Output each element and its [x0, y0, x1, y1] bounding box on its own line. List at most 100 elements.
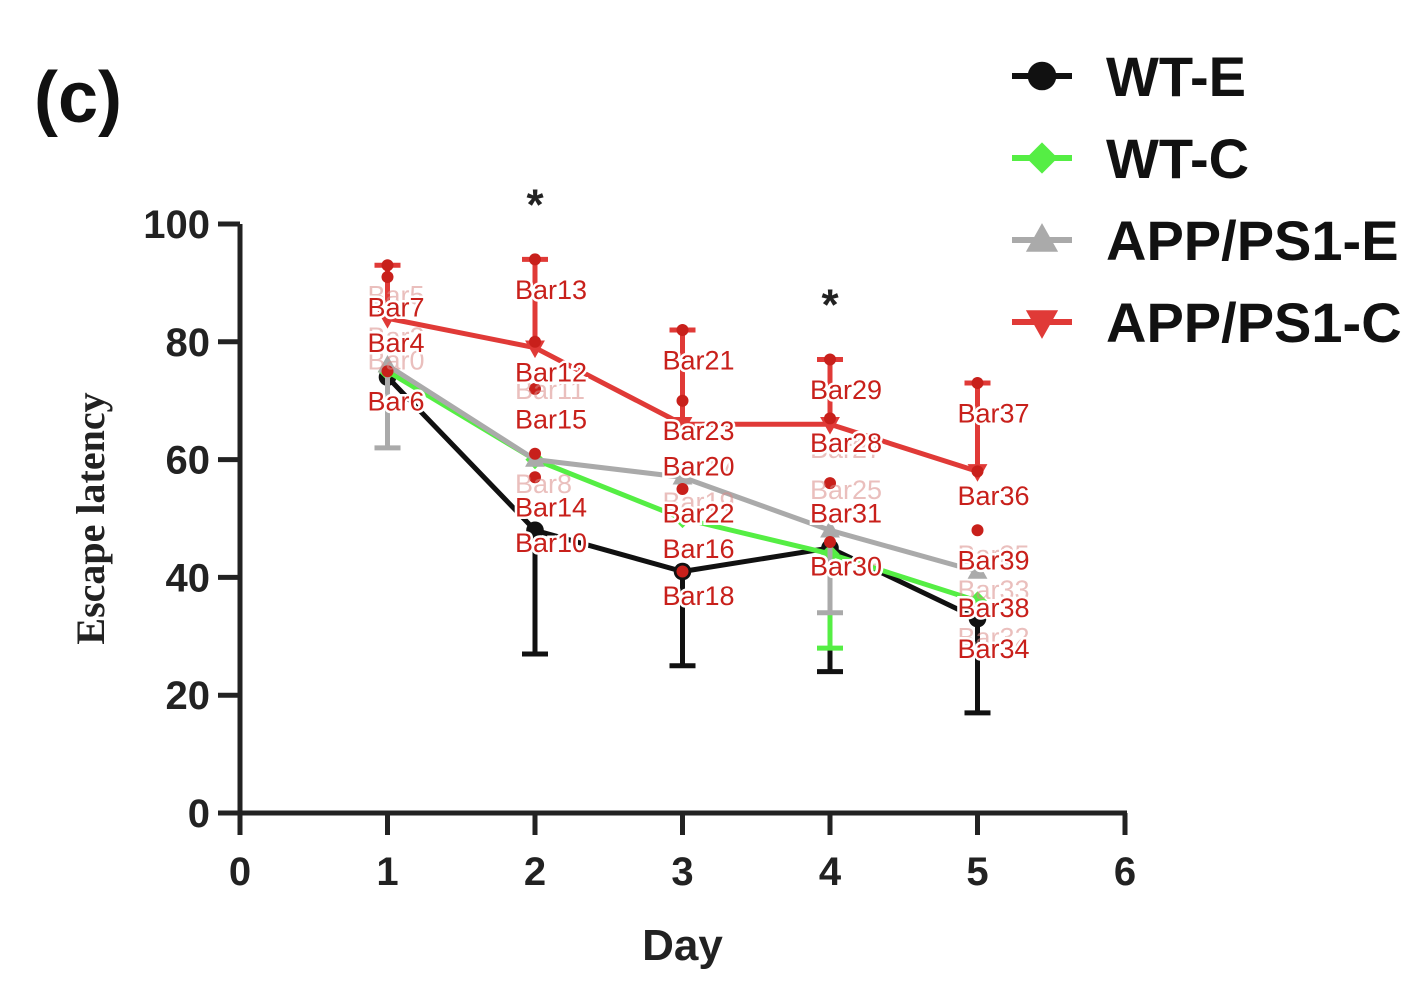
annotation-label-bar17: Bar17 [663, 451, 735, 481]
significance-star: * [526, 180, 544, 229]
annotation-label-bar36: Bar36 [958, 481, 1030, 511]
legend-label: APP/PS1-C [1106, 291, 1402, 354]
annotation-dot [971, 377, 984, 390]
data-point [672, 466, 693, 485]
annotation-dot [824, 477, 836, 490]
annotation-label-bar28: Bar28 [810, 428, 882, 458]
annotation-layer: Bar0Bar2Bar4Bar5Bar6Bar7Bar8Bar10Bar11Ba… [365, 253, 1032, 667]
legend-swatch-marker [1025, 223, 1059, 252]
annotation-label-bar19: Bar19 [663, 487, 735, 517]
annotation-label-bar31: Bar31 [810, 499, 882, 529]
annotation-label-bar13: Bar13 [515, 275, 587, 305]
x-tick-label: 6 [1114, 850, 1136, 894]
series-layer: ** [374, 180, 991, 716]
y-tick-label: 40 [166, 556, 211, 600]
annotation-label-bar39: Bar39 [958, 546, 1030, 576]
legend-swatch-marker [1025, 310, 1059, 339]
y-tick-label: 20 [166, 674, 211, 718]
annotation-label-bar34: Bar34 [958, 634, 1030, 664]
data-point [967, 561, 988, 579]
x-tick-label: 2 [524, 850, 546, 894]
annotation-label-bar16: Bar16 [663, 534, 735, 564]
significance-star: * [821, 280, 839, 329]
legend-item-app-ps1-e: APP/PS1-E [1012, 209, 1399, 272]
data-point [526, 521, 544, 540]
x-axis-title: Day [642, 921, 723, 970]
data-point [672, 508, 693, 529]
annotation-label-bar38: Bar38 [958, 593, 1030, 623]
y-tick-label: 100 [143, 203, 210, 247]
annotation-dot [529, 447, 541, 460]
annotation-dot [381, 259, 394, 272]
legend-label: WT-E [1106, 45, 1246, 108]
axes: 0 20 40 60 80 100 0 1 2 3 4 5 6 Day Escape latency [68, 203, 1136, 970]
data-point [968, 609, 987, 628]
annotation-dot [381, 365, 394, 378]
annotation-dot [529, 253, 541, 266]
data-point [820, 519, 840, 538]
annotation-label-bar12: Bar12 [515, 357, 587, 387]
annotation-dot [381, 271, 394, 284]
annotation-dot [676, 483, 689, 496]
x-tick-label: 4 [819, 850, 842, 894]
annotation-dot [676, 394, 689, 407]
x-tick-label: 1 [376, 850, 398, 894]
annotation-label-bar14: Bar14 [515, 493, 587, 523]
x-tick-label: 3 [671, 850, 693, 894]
y-tick-label: 80 [166, 321, 211, 365]
annotation-dot [971, 524, 984, 537]
annotation-dot [676, 324, 689, 337]
y-tick-label: 60 [166, 439, 211, 483]
annotation-dot [971, 465, 984, 478]
annotation-label-bar37: Bar37 [958, 398, 1030, 428]
annotation-dot [824, 536, 836, 549]
annotation-dot [824, 353, 836, 366]
annotation-dot [529, 382, 541, 395]
annotation-label-bar27: Bar27 [810, 434, 882, 464]
annotation-label-bar5: Bar5 [368, 281, 425, 311]
legend-label: APP/PS1-E [1106, 209, 1399, 272]
x-tick-label: 5 [966, 850, 988, 894]
annotation-label-bar2: Bar2 [368, 322, 425, 352]
annotation-label-bar20: Bar20 [663, 451, 735, 481]
annotation-label-bar32: Bar32 [958, 622, 1030, 652]
annotation-dot [529, 471, 541, 484]
legend-label: WT-C [1106, 127, 1249, 190]
annotation-dot [824, 412, 836, 425]
annotation-label-bar33: Bar33 [958, 575, 1030, 605]
data-point [377, 311, 398, 329]
annotation-label-bar21: Bar21 [663, 345, 735, 375]
legend: WT-E WT-C APP/PS1-E APP/PS1-C [1012, 45, 1402, 354]
legend-item-wt-c: WT-C [1012, 127, 1249, 190]
annotation-label-bar22: Bar22 [663, 499, 735, 529]
legend-item-wt-e: WT-E [1012, 45, 1246, 108]
annotation-label-bar10: Bar10 [515, 528, 587, 558]
annotation-label-bar7: Bar7 [368, 292, 425, 322]
data-point [967, 591, 988, 611]
y-axis-title: Escape latency [68, 392, 113, 644]
series-app-ps1-e [374, 354, 988, 616]
annotation-label-bar15: Bar15 [515, 404, 587, 434]
x-tick-label: 0 [229, 850, 251, 894]
annotation-label-bar30: Bar30 [810, 552, 882, 582]
annotation-label-bar0: Bar0 [368, 345, 425, 375]
annotation-label-bar23: Bar23 [663, 416, 735, 446]
annotation-label-bar25: Bar25 [810, 475, 882, 505]
annotation-dot [676, 565, 689, 578]
y-tick-label: 0 [188, 792, 210, 836]
annotation-label-bar8: Bar8 [515, 469, 572, 499]
annotation-label-bar18: Bar18 [663, 581, 735, 611]
annotation-label-bar29: Bar29 [810, 375, 882, 405]
legend-swatch-marker [1027, 61, 1057, 91]
annotation-label-bar6: Bar6 [368, 387, 425, 417]
annotation-dot [529, 335, 541, 348]
legend-swatch-marker [1026, 142, 1058, 174]
annotation-label-bar4: Bar4 [368, 328, 425, 358]
data-point [672, 417, 693, 435]
annotation-label-bar11: Bar11 [515, 375, 585, 405]
annotation-label-bar26: Bar26 [810, 552, 882, 582]
legend-item-app-ps1-c: APP/PS1-C [1012, 291, 1402, 354]
panel-label: (c) [34, 58, 122, 138]
annotation-label-bar35: Bar35 [958, 540, 1030, 570]
